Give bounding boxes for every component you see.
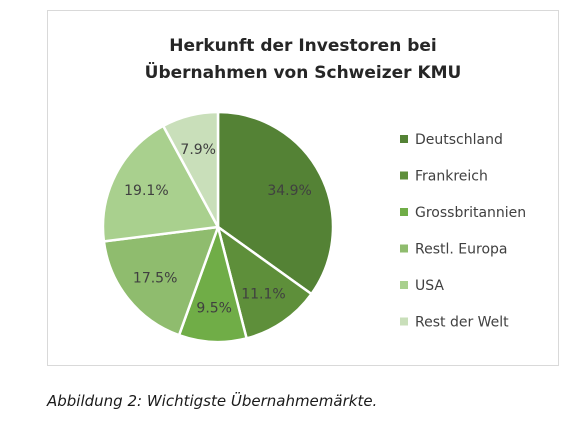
legend-swatch	[400, 317, 408, 326]
pie-slice-label: 19.1%	[124, 183, 168, 199]
pie-slices	[101, 110, 335, 344]
pie-chart: 34.9% 11.1% 9.5% 17.5% 19.1% 7.9% Deutschland…	[101, 110, 526, 344]
pie-slice-usa	[101, 124, 220, 243]
pie-slice-rest-der-welt	[161, 110, 220, 229]
pie-slice-deutschland	[216, 110, 335, 296]
chart-title-line-2: Übernahmen von Schweizer KMU	[144, 63, 462, 83]
legend-label: Restl. Europa	[415, 242, 507, 258]
pie-slice-restl-europa	[102, 225, 220, 337]
legend-label: USA	[415, 278, 444, 294]
pie-slice-label: 7.9%	[180, 142, 216, 158]
legend-label: Deutschland	[415, 132, 503, 148]
pie-slice-label: 11.1%	[241, 286, 285, 302]
pie-slice-labels: 34.9% 11.1% 9.5% 17.5% 19.1% 7.9%	[124, 142, 312, 316]
legend-swatch	[400, 171, 408, 180]
chart-title-line-1: Herkunft der Investoren bei	[169, 36, 437, 56]
legend-swatch	[400, 244, 408, 253]
chart-title: Herkunft der Investoren bei Übernahmen v…	[48, 33, 558, 87]
legend-swatch	[400, 281, 408, 289]
legend-swatch	[400, 135, 408, 143]
legend-label: Grossbritannien	[415, 205, 526, 221]
legend-swatch	[400, 208, 408, 216]
legend-label: Frankreich	[415, 169, 488, 185]
pie-slice-frankreich	[216, 225, 313, 340]
chart-container: Herkunft der Investoren bei Übernahmen v…	[47, 10, 559, 366]
pie-slice-label: 17.5%	[133, 270, 177, 286]
pie-slice-label: 34.9%	[267, 183, 311, 199]
legend-label: Rest der Welt	[415, 315, 509, 331]
figure-caption: Abbildung 2: Wichtigste Übernahmemärkte.	[47, 392, 378, 410]
chart-legend: Deutschland Frankreich Grossbritannien Rest…	[400, 132, 526, 331]
pie-slice-label: 9.5%	[196, 300, 232, 316]
